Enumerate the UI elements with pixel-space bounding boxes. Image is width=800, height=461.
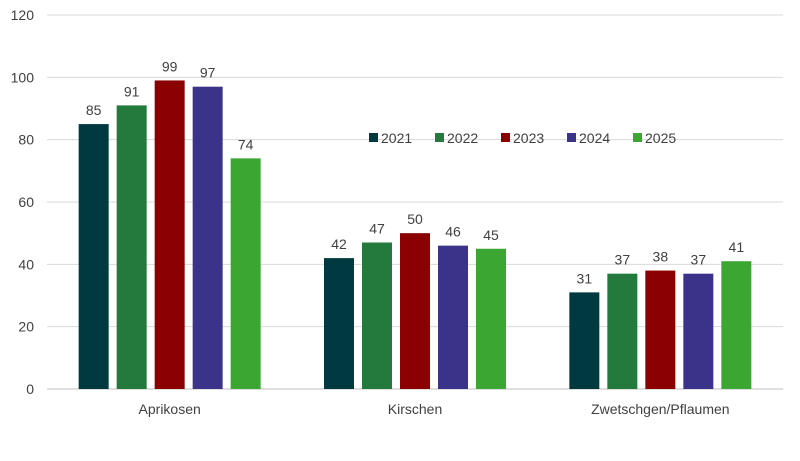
legend: 2021 2022 2023 2024 2025 <box>369 130 676 146</box>
bar-2024-aprikosen <box>192 86 223 389</box>
data-label: 97 <box>200 65 216 81</box>
legend-swatch-2023 <box>501 133 510 142</box>
bar-2021-kirschen <box>324 258 354 389</box>
y-tick-label: 20 <box>18 319 34 335</box>
bar-2021-zwetschgen-pflaumen <box>569 292 600 389</box>
legend-label: 2024 <box>579 130 610 146</box>
bar-2025-zwetschgen-pflaumen <box>721 261 752 389</box>
y-tick-label: 120 <box>11 7 35 23</box>
bar-2025-aprikosen <box>230 158 261 389</box>
bar-2023-zwetschgen-pflaumen <box>645 270 676 389</box>
legend-swatch-2021 <box>369 133 378 142</box>
data-label: 37 <box>691 252 707 268</box>
data-label: 38 <box>653 249 669 265</box>
y-tick-label: 80 <box>18 132 34 148</box>
data-label: 50 <box>407 211 423 227</box>
x-category-label: Kirschen <box>388 401 442 417</box>
legend-label: 2025 <box>645 130 676 146</box>
y-tick-label: 60 <box>18 194 34 210</box>
x-category-label: Zwetschgen/Pflaumen <box>591 401 730 417</box>
bars <box>78 80 752 389</box>
bar-2023-aprikosen <box>154 80 185 389</box>
legend-swatch-2025 <box>633 133 642 142</box>
legend-swatch-2022 <box>435 133 444 142</box>
bar-2025-kirschen <box>476 248 506 389</box>
legend-label: 2022 <box>447 130 478 146</box>
bar-2022-aprikosen <box>116 105 147 389</box>
data-labels: 85 91 99 97 74 42 47 50 46 45 31 37 38 37 41 <box>86 58 744 286</box>
data-label: 74 <box>238 136 254 152</box>
bar-2021-aprikosen <box>78 124 109 389</box>
data-label: 41 <box>729 239 745 255</box>
data-label: 91 <box>124 83 140 99</box>
legend-swatch-2024 <box>567 133 576 142</box>
data-label: 42 <box>331 236 347 252</box>
data-label: 46 <box>445 224 461 240</box>
x-category-label: Aprikosen <box>139 401 201 417</box>
data-label: 99 <box>162 58 178 74</box>
y-tick-label: 100 <box>11 69 35 85</box>
legend-label: 2021 <box>381 130 412 146</box>
y-tick-label: 0 <box>26 381 34 397</box>
legend-label: 2023 <box>513 130 544 146</box>
y-tick-label: 40 <box>18 256 34 272</box>
bar-2022-zwetschgen-pflaumen <box>607 273 638 389</box>
data-label: 37 <box>615 252 631 268</box>
data-label: 85 <box>86 102 102 118</box>
data-label: 47 <box>369 221 385 237</box>
bar-2024-kirschen <box>438 245 468 389</box>
data-label: 31 <box>577 270 593 286</box>
bar-2024-zwetschgen-pflaumen <box>683 273 714 389</box>
data-label: 45 <box>483 227 499 243</box>
bar-2022-kirschen <box>362 242 392 389</box>
bar-2023-kirschen <box>400 233 430 389</box>
